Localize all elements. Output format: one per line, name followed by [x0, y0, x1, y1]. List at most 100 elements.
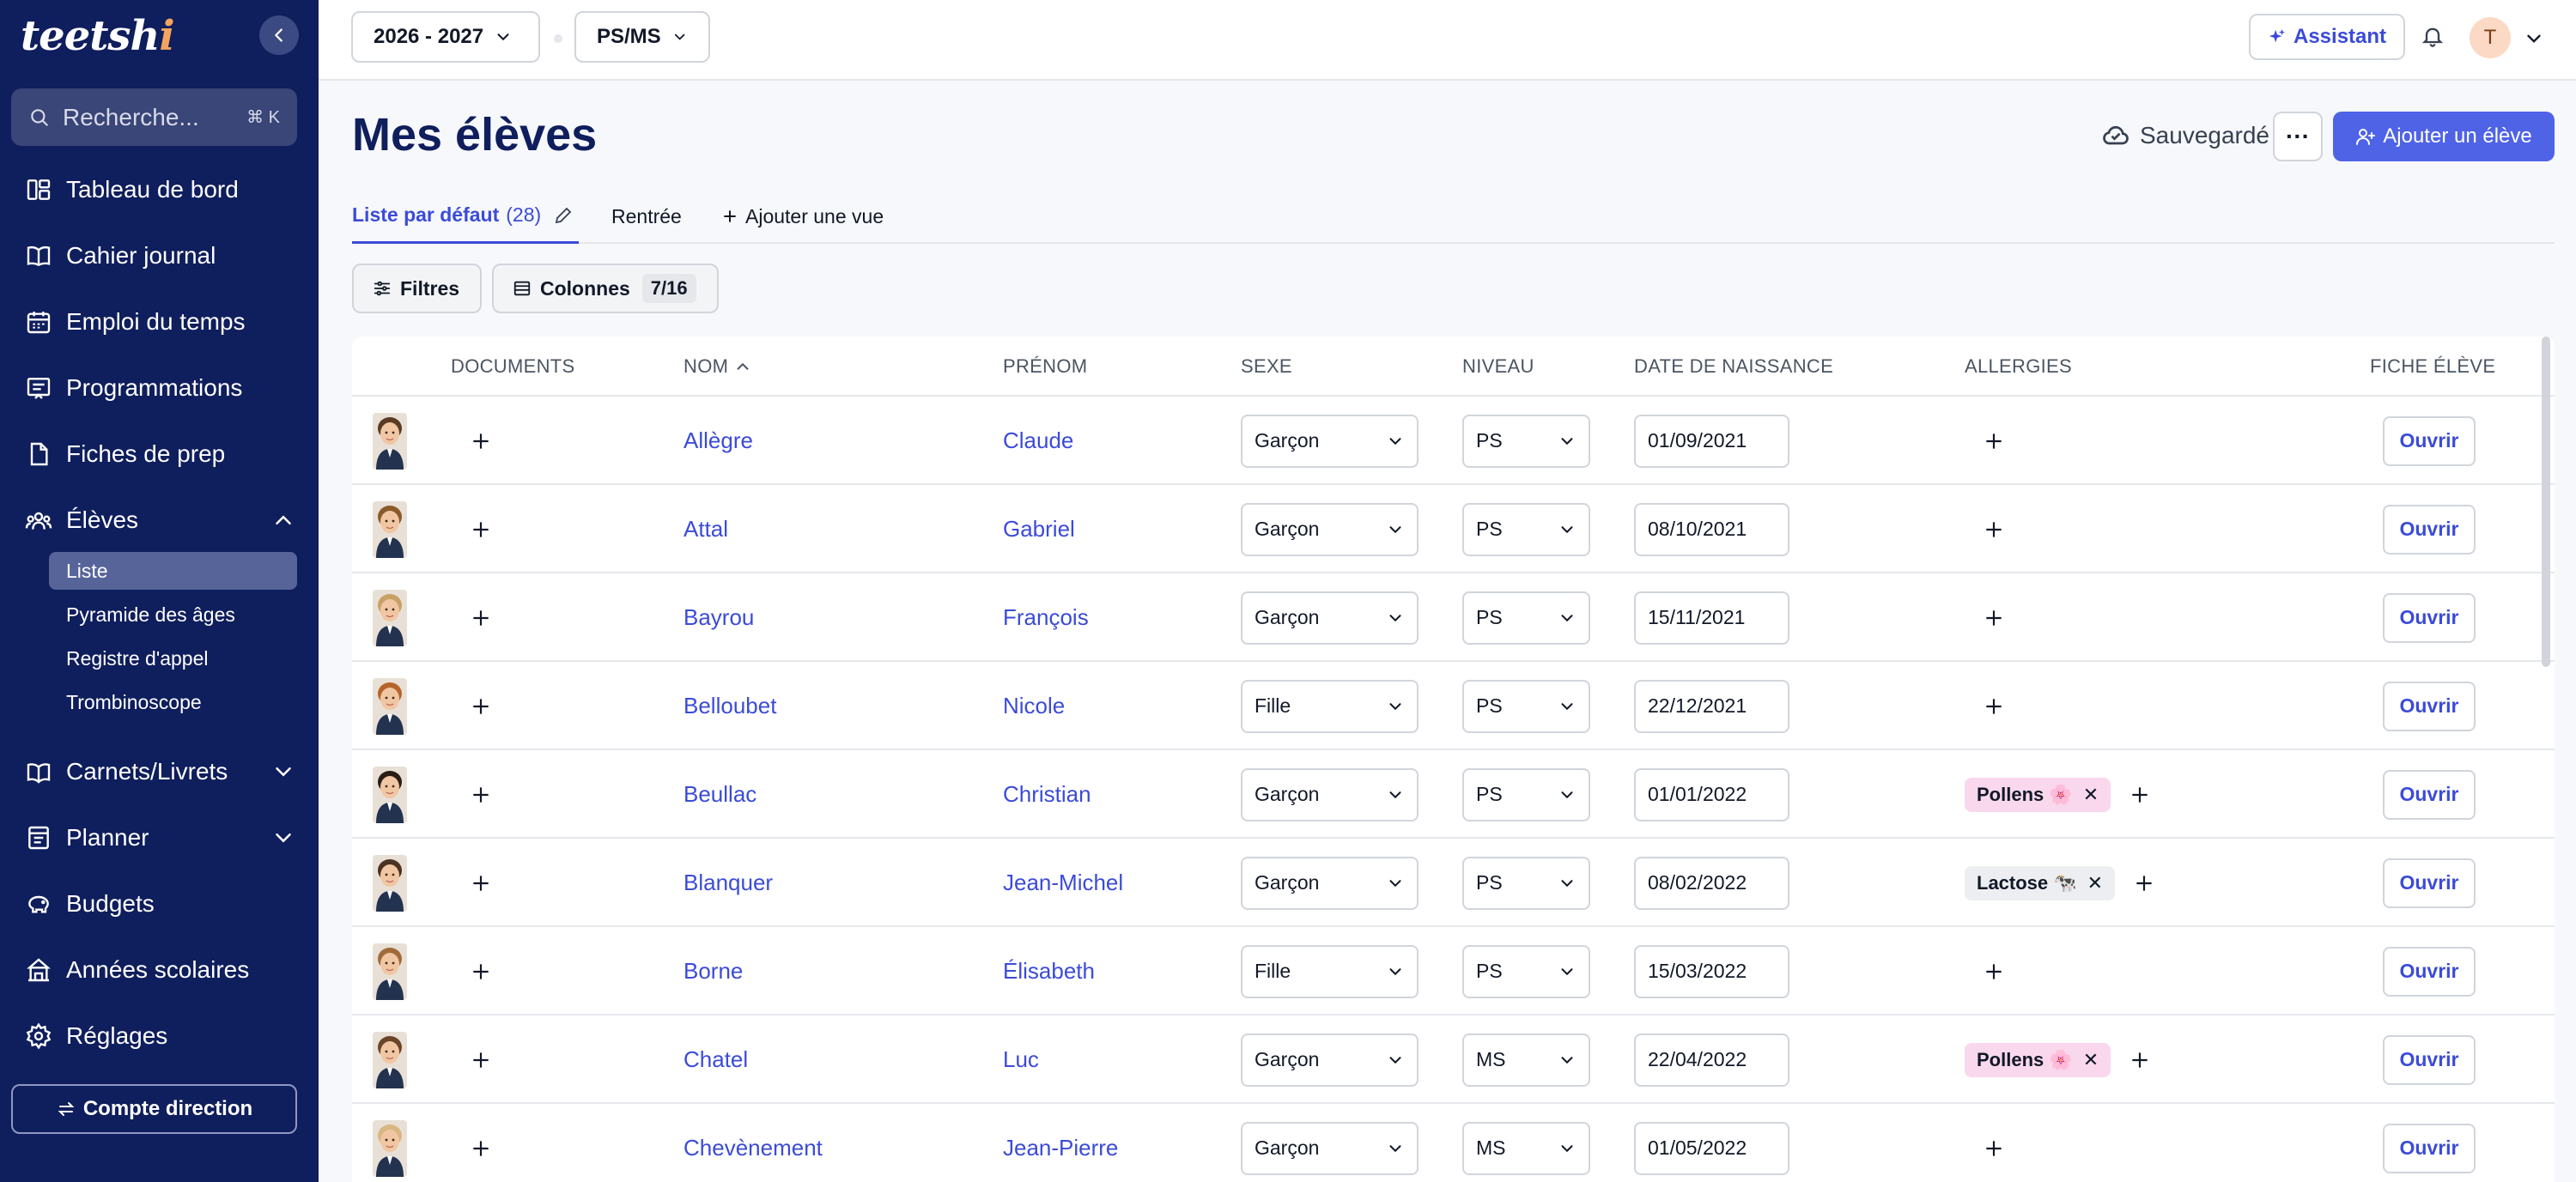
sexe-select[interactable]: Garçon	[1241, 591, 1419, 645]
remove-allergy-icon[interactable]: ✕	[2087, 871, 2104, 894]
birthdate-input[interactable]: 01/01/2022	[1634, 767, 1789, 821]
class-select[interactable]: PS/MS	[574, 11, 710, 63]
sidebar-item-dashboard[interactable]: Tableau de bord	[21, 168, 296, 211]
add-allergy-button[interactable]	[1980, 427, 2008, 455]
columns-button[interactable]: Colonnes 7/16	[492, 264, 719, 313]
add-document-button[interactable]	[467, 693, 495, 720]
sexe-select[interactable]: Fille	[1241, 944, 1419, 998]
add-allergy-button[interactable]	[2130, 870, 2158, 897]
niveau-select[interactable]: MS	[1462, 1121, 1590, 1175]
birthdate-input[interactable]: 22/04/2022	[1634, 1033, 1789, 1087]
sexe-select[interactable]: Garçon	[1241, 767, 1419, 821]
column-header-documents[interactable]: DOCUMENTS	[451, 355, 575, 377]
sexe-select[interactable]: Garçon	[1241, 1033, 1419, 1087]
sidebar-subitem-trombinoscope[interactable]: Trombinoscope	[49, 683, 297, 721]
add-document-button[interactable]	[467, 1135, 495, 1162]
sidebar-item-journal[interactable]: Cahier journal	[21, 234, 296, 277]
add-document-button[interactable]	[467, 781, 495, 809]
student-first-name[interactable]: Christian	[1003, 781, 1091, 807]
avatar[interactable]: T	[2470, 17, 2511, 58]
student-last-name[interactable]: Attal	[683, 516, 729, 542]
niveau-select[interactable]: PS	[1462, 502, 1590, 556]
open-student-sheet-button[interactable]: Ouvrir	[2383, 769, 2476, 820]
sexe-select[interactable]: Garçon	[1241, 856, 1419, 910]
logo[interactable]: teetshi	[21, 12, 175, 60]
student-photo[interactable]	[373, 854, 407, 912]
add-allergy-button[interactable]	[1980, 1135, 2008, 1162]
chevron-down-icon[interactable]	[2523, 27, 2545, 50]
niveau-select[interactable]: PS	[1462, 944, 1590, 998]
student-first-name[interactable]: Gabriel	[1003, 516, 1075, 542]
student-first-name[interactable]: Jean-Michel	[1003, 870, 1124, 895]
niveau-select[interactable]: PS	[1462, 414, 1590, 468]
more-options-button[interactable]: ···	[2273, 112, 2323, 161]
add-allergy-button[interactable]	[1980, 693, 2008, 720]
add-allergy-button[interactable]	[2126, 1046, 2154, 1074]
birthdate-input[interactable]: 22/12/2021	[1634, 679, 1789, 733]
student-first-name[interactable]: Claude	[1003, 427, 1074, 453]
birthdate-input[interactable]: 15/03/2022	[1634, 944, 1789, 998]
student-first-name[interactable]: Jean-Pierre	[1003, 1135, 1119, 1161]
add-document-button[interactable]	[467, 1046, 495, 1074]
niveau-select[interactable]: PS	[1462, 856, 1590, 910]
student-first-name[interactable]: Luc	[1003, 1046, 1039, 1072]
sidebar-subitem-attendance[interactable]: Registre d'appel	[49, 639, 297, 677]
open-student-sheet-button[interactable]: Ouvrir	[2383, 1123, 2476, 1173]
birthdate-input[interactable]: 01/05/2022	[1634, 1121, 1789, 1175]
remove-allergy-icon[interactable]: ✕	[2082, 1048, 2099, 1070]
add-allergy-button[interactable]	[2126, 781, 2154, 809]
open-student-sheet-button[interactable]: Ouvrir	[2383, 592, 2476, 643]
sidebar-item-school-years[interactable]: Années scolaires	[21, 949, 296, 991]
sexe-select[interactable]: Garçon	[1241, 1121, 1419, 1175]
school-year-select[interactable]: 2026 - 2027	[351, 11, 540, 63]
sexe-select[interactable]: Garçon	[1241, 502, 1419, 556]
student-photo[interactable]	[373, 589, 407, 646]
sidebar-subitem-age-pyramid[interactable]: Pyramide des âges	[49, 596, 297, 633]
student-first-name[interactable]: Élisabeth	[1003, 958, 1095, 984]
student-last-name[interactable]: Borne	[683, 958, 744, 984]
add-view-button[interactable]: Ajouter une vue	[721, 189, 884, 244]
pencil-icon[interactable]	[553, 205, 574, 226]
tab-default-list[interactable]: Liste par défaut (28)	[352, 189, 579, 244]
open-student-sheet-button[interactable]: Ouvrir	[2383, 1034, 2476, 1085]
sexe-select[interactable]: Garçon	[1241, 414, 1419, 468]
open-student-sheet-button[interactable]: Ouvrir	[2383, 858, 2476, 908]
add-allergy-button[interactable]	[1980, 958, 2008, 985]
niveau-select[interactable]: PS	[1462, 591, 1590, 645]
student-first-name[interactable]: François	[1003, 604, 1089, 630]
add-allergy-button[interactable]	[1980, 516, 2008, 543]
collapse-sidebar-button[interactable]	[259, 15, 299, 55]
birthdate-input[interactable]: 08/10/2021	[1634, 502, 1789, 556]
student-last-name[interactable]: Bayrou	[683, 604, 755, 630]
birthdate-input[interactable]: 15/11/2021	[1634, 591, 1789, 645]
add-allergy-button[interactable]	[1980, 604, 2008, 632]
notifications-button[interactable]	[2415, 19, 2450, 53]
niveau-select[interactable]: PS	[1462, 767, 1590, 821]
student-photo[interactable]	[373, 677, 407, 735]
open-student-sheet-button[interactable]: Ouvrir	[2383, 681, 2476, 731]
open-student-sheet-button[interactable]: Ouvrir	[2383, 504, 2476, 555]
open-student-sheet-button[interactable]: Ouvrir	[2383, 415, 2476, 466]
sidebar-item-settings[interactable]: Réglages	[21, 1015, 296, 1058]
student-photo[interactable]	[373, 766, 407, 823]
sidebar-item-prep-sheets[interactable]: Fiches de prep	[21, 433, 296, 476]
sidebar-item-planner[interactable]: Planner	[21, 816, 296, 859]
column-header-allergies[interactable]: ALLERGIES	[1965, 355, 2072, 377]
sidebar-item-schedule[interactable]: Emploi du temps	[21, 300, 296, 343]
student-last-name[interactable]: Blanquer	[683, 870, 774, 895]
student-last-name[interactable]: Chevènement	[683, 1135, 823, 1161]
student-last-name[interactable]: Chatel	[683, 1046, 749, 1072]
column-header-naissance[interactable]: DATE DE NAISSANCE	[1634, 355, 1834, 377]
sexe-select[interactable]: Fille	[1241, 679, 1419, 733]
column-header-sexe[interactable]: SEXE	[1241, 355, 1292, 377]
add-document-button[interactable]	[467, 604, 495, 632]
student-photo[interactable]	[373, 1119, 407, 1177]
sidebar-item-students[interactable]: Élèves	[21, 499, 296, 542]
tab-rentree[interactable]: Rentrée	[611, 189, 682, 244]
student-photo[interactable]	[373, 1031, 407, 1088]
sidebar-item-programmations[interactable]: Programmations	[21, 367, 296, 409]
student-last-name[interactable]: Belloubet	[683, 693, 777, 718]
student-photo[interactable]	[373, 943, 407, 1000]
filters-button[interactable]: Filtres	[352, 264, 482, 313]
column-header-fiche[interactable]: FICHE ÉLÈVE	[2370, 355, 2496, 377]
